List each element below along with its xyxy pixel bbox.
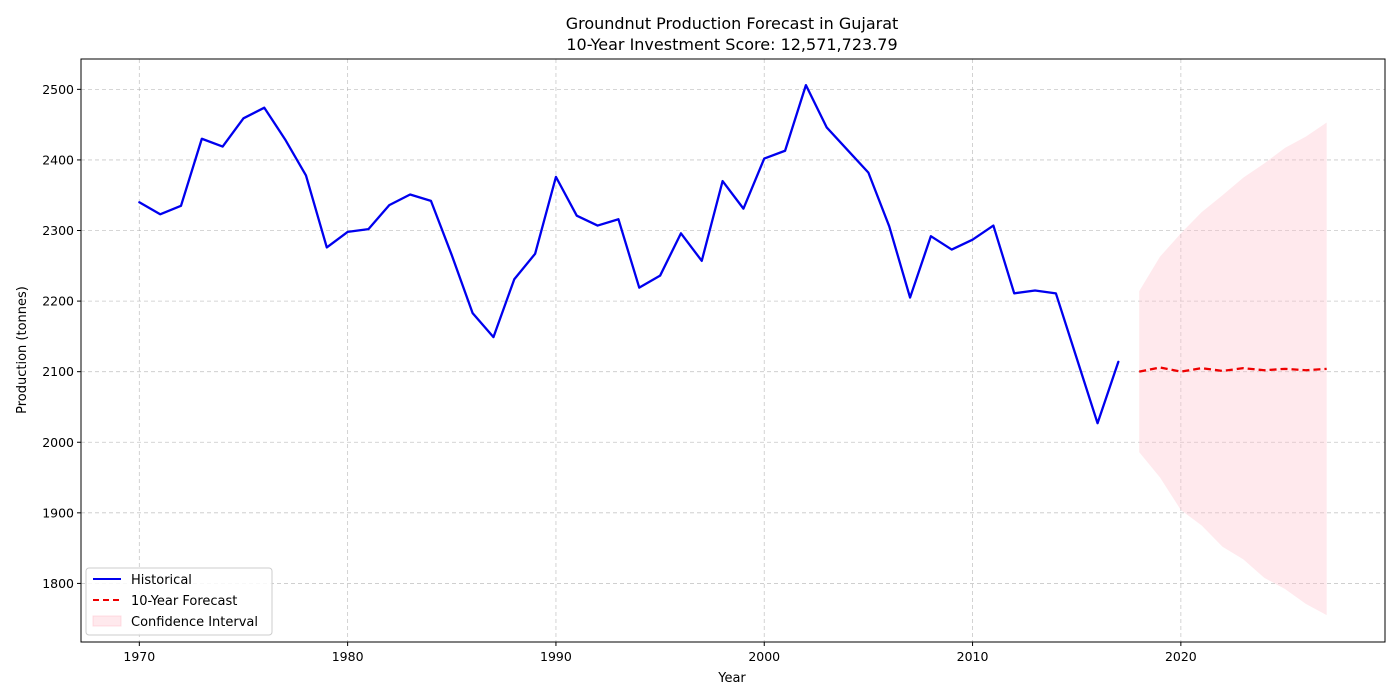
y-tick-label: 1800 bbox=[42, 576, 74, 591]
y-tick-label: 2000 bbox=[42, 435, 74, 450]
legend-ci-swatch bbox=[92, 615, 122, 627]
y-tick-label: 2200 bbox=[42, 294, 74, 309]
x-tick-label: 2010 bbox=[957, 649, 989, 664]
legend-ci-label: Confidence Interval bbox=[131, 615, 258, 630]
x-tick-label: 1990 bbox=[540, 649, 572, 664]
y-axis-ticks: 1800 1900 2000 2100 2200 2300 2400 2500 bbox=[42, 82, 81, 591]
y-tick-label: 2100 bbox=[42, 364, 74, 379]
chart-title: Groundnut Production Forecast in Gujarat bbox=[566, 14, 899, 33]
confidence-band bbox=[1139, 122, 1327, 616]
series-lines-layer bbox=[138, 83, 1327, 425]
plot-frame bbox=[80, 58, 1386, 643]
x-tick-label: 2000 bbox=[748, 649, 780, 664]
y-tick-label: 2500 bbox=[42, 82, 74, 97]
x-tick-label: 1970 bbox=[123, 649, 155, 664]
y-tick-label: 2300 bbox=[42, 223, 74, 238]
legend-historical-label: Historical bbox=[131, 573, 192, 588]
confidence-band-layer bbox=[1139, 122, 1327, 616]
legend-forecast-label: 10-Year Forecast bbox=[131, 594, 237, 609]
legend-box bbox=[85, 567, 273, 636]
grid-lines bbox=[81, 59, 1385, 642]
y-tick-label: 1900 bbox=[42, 505, 74, 520]
x-tick-label: 2020 bbox=[1165, 649, 1197, 664]
forecast-series-line bbox=[1138, 366, 1327, 373]
y-tick-label: 2400 bbox=[42, 152, 74, 167]
historical-series-line bbox=[138, 83, 1120, 425]
y-axis-label: Production (tonnes) bbox=[15, 286, 30, 414]
x-axis-ticks: 1970 1980 1990 2000 2010 2020 bbox=[123, 642, 1197, 664]
x-axis-label: Year bbox=[717, 671, 746, 686]
chart-subtitle: 10-Year Investment Score: 12,571,723.79 bbox=[566, 35, 897, 54]
legend: Historical 10-Year Forecast Confidence I… bbox=[85, 567, 273, 636]
x-tick-label: 1980 bbox=[332, 649, 364, 664]
